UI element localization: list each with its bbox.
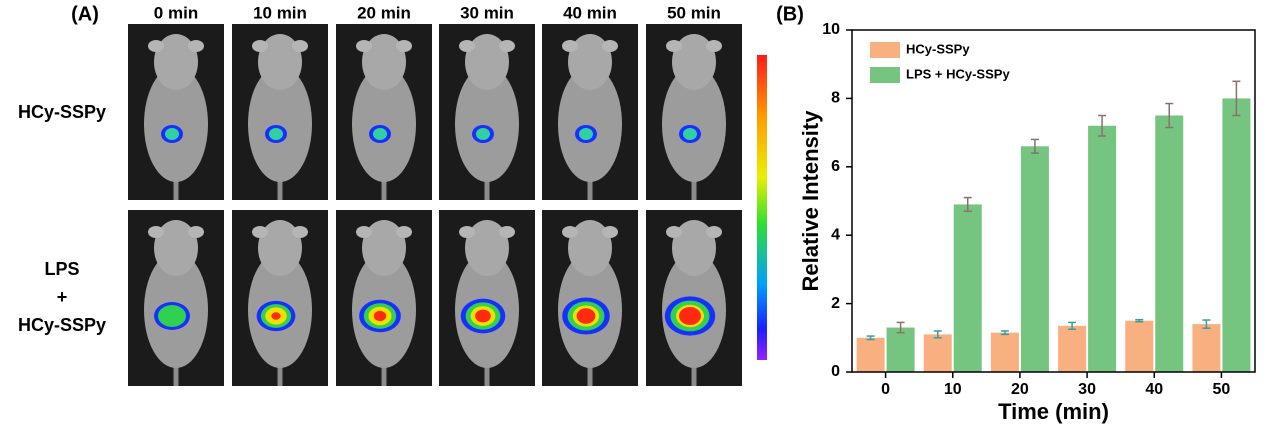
bar [1222, 98, 1251, 373]
bar [1192, 324, 1221, 372]
mouse-ear [292, 226, 308, 238]
mouse-ear [706, 40, 722, 52]
mouse-head [465, 220, 509, 276]
y-tick-label: 2 [831, 295, 840, 312]
row-label: HCy-SSPy [18, 102, 106, 122]
column-label: 10 min [253, 3, 307, 22]
row-label: HCy-SSPy [18, 315, 106, 335]
mouse-ear [292, 40, 308, 52]
bar [856, 337, 885, 372]
signal [475, 309, 491, 323]
legend-swatch [870, 42, 900, 58]
y-tick-label: 10 [822, 21, 840, 38]
mouse-ear [396, 40, 412, 52]
mouse-ear [666, 40, 682, 52]
mouse-ear [188, 226, 204, 238]
signal [158, 305, 186, 327]
bar [1088, 125, 1117, 372]
bar [990, 332, 1019, 372]
mouse-ear [562, 40, 578, 52]
bar [1058, 325, 1087, 372]
signal [271, 312, 281, 320]
mouse-ear [602, 226, 618, 238]
column-label: 40 min [563, 3, 617, 22]
mouse-ear [148, 226, 164, 238]
y-tick-label: 6 [831, 158, 840, 175]
mouse-body [352, 66, 416, 182]
bar [1155, 115, 1184, 372]
mouse-body [248, 66, 312, 182]
mouse-body [662, 66, 726, 182]
mouse-head [672, 220, 716, 276]
column-label: 20 min [357, 3, 411, 22]
mouse-head [362, 34, 406, 90]
mouse-body [558, 66, 622, 182]
mouse-head [258, 34, 302, 90]
mouse-head [672, 34, 716, 90]
legend-swatch [870, 67, 900, 83]
signal [476, 128, 490, 140]
x-tick-label: 0 [881, 381, 890, 398]
signal [679, 307, 701, 325]
mouse-ear [602, 40, 618, 52]
mouse-ear [706, 226, 722, 238]
mouse-ear [459, 226, 475, 238]
mouse-ear [148, 40, 164, 52]
bar [923, 334, 952, 372]
signal [373, 128, 387, 140]
y-tick-label: 0 [831, 363, 840, 380]
y-tick-label: 8 [831, 90, 840, 107]
mouse-ear [396, 226, 412, 238]
mouse-body [144, 66, 208, 182]
mouse-body [455, 66, 519, 182]
bar [886, 327, 915, 372]
mouse-head [465, 34, 509, 90]
column-label: 0 min [154, 3, 198, 22]
mouse-ear [252, 226, 268, 238]
mouse-ear [666, 226, 682, 238]
plot-frame [851, 29, 1256, 373]
row-label: + [57, 287, 68, 307]
mouse-ear [356, 40, 372, 52]
legend-label: LPS + HCy-SSPy [906, 66, 1010, 81]
x-tick-label: 40 [1145, 381, 1163, 398]
legend-label: HCy-SSPy [906, 41, 970, 56]
mouse-head [568, 220, 612, 276]
bar [953, 204, 982, 372]
mouse-ear [562, 226, 578, 238]
signal [269, 128, 283, 140]
y-tick-label: 4 [831, 226, 840, 243]
mouse-head [568, 34, 612, 90]
mouse-ear [356, 226, 372, 238]
column-label: 30 min [460, 3, 514, 22]
signal [579, 128, 593, 140]
mouse-ear [252, 40, 268, 52]
signal [683, 128, 697, 140]
bar [1125, 320, 1154, 372]
color-bar [757, 55, 767, 360]
mouse-head [154, 220, 198, 276]
x-tick-label: 20 [1011, 381, 1029, 398]
x-tick-label: 10 [944, 381, 962, 398]
mouse-head [154, 34, 198, 90]
x-tick-label: 30 [1078, 381, 1096, 398]
row-label: LPS [44, 259, 79, 279]
signal [576, 308, 596, 324]
x-axis-title: Time (min) [998, 399, 1109, 424]
mouse-ear [188, 40, 204, 52]
x-tick-label: 50 [1213, 381, 1231, 398]
mouse-ear [459, 40, 475, 52]
y-axis-title: Relative Intensity [798, 110, 823, 292]
mouse-head [258, 220, 302, 276]
panel-label: (A) [71, 3, 99, 25]
mouse-head [362, 220, 406, 276]
panel-label: (B) [776, 3, 804, 25]
column-label: 50 min [667, 3, 721, 22]
mouse-ear [499, 40, 515, 52]
signal [165, 128, 179, 140]
signal [373, 310, 387, 322]
mouse-ear [499, 226, 515, 238]
bar [1020, 146, 1049, 372]
